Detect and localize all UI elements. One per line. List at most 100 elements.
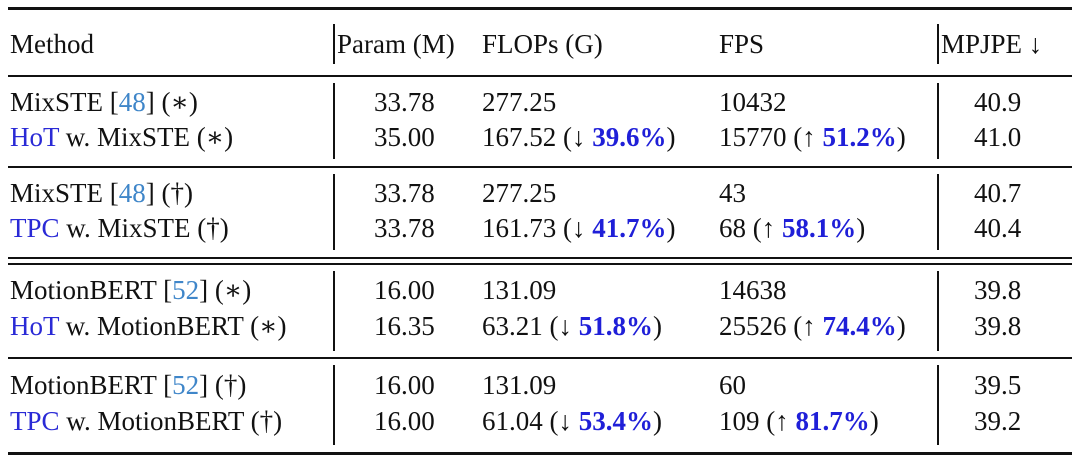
group-rule [8,166,1072,168]
flops-value: 161.73 (↓ 41.7%) [482,211,676,245]
method-tag: HoT [10,122,60,152]
col-divider-2-hdr [937,24,939,64]
flops-value: 131.09 [482,370,557,400]
fps-value: 14638 [719,275,787,305]
fps-value: 25526 (↑ 74.4%) [719,309,906,343]
flops-delta-close: ) [653,311,662,341]
param-value: 33.78 [374,178,435,208]
flops-delta-open: (↓ [563,122,593,152]
param-value: 16.00 [374,406,435,436]
method-tag: TPC [10,213,60,243]
flops-delta-open: (↓ [563,213,593,243]
flops-delta-close: ) [653,406,662,436]
fps-delta-close: ) [856,213,866,243]
fps-delta-open: (↑ [793,311,823,341]
flops-value: 61.04 (↓ 53.4%) [482,404,662,438]
fps-delta-close: ) [896,311,906,341]
param-value: 16.35 [374,311,435,341]
fps-value: 68 (↑ 58.1%) [719,211,865,245]
fps-delta-open: (↑ [793,122,823,152]
flops-number: 161.73 [482,213,557,243]
fps-delta-open: (↑ [752,213,782,243]
header-rule [8,75,1072,77]
col-divider-1-hdr [333,24,335,64]
fps-number: 109 [719,406,760,436]
method-name: w. MixSTE (∗) [59,122,234,152]
flops-value: 277.25 [482,87,557,117]
flops-delta-open: (↓ [549,406,579,436]
col-divider-1-g1 [333,83,335,159]
citation-link[interactable]: 52 [172,370,200,400]
fps-number: 68 [719,213,746,243]
mpjpe-value: 41.0 [974,122,1022,152]
flops-delta: 53.4% [578,406,653,436]
mpjpe-value: 39.8 [974,275,1022,305]
flops-delta: 51.8% [578,311,653,341]
col-divider-2-g4 [937,365,939,445]
method-name: w. MotionBERT (∗) [59,311,287,341]
bottom-rule [8,452,1072,455]
flops-number: 61.04 [482,406,543,436]
param-value: 35.00 [374,122,435,152]
group-rule-2 [8,357,1072,359]
flops-delta-open: (↓ [549,311,579,341]
row-method: HoT w. MotionBERT (∗) [10,309,287,343]
fps-value: 60 [719,370,746,400]
flops-value: 63.21 (↓ 51.8%) [482,309,662,343]
flops-number: 63.21 [482,311,543,341]
method-suffix: ] (∗) [145,87,198,117]
section-rule-b [8,263,1072,265]
method-name: MotionBERT [ [10,275,173,305]
method-suffix: ] (†) [145,178,193,208]
method-name: MixSTE [ [10,178,119,208]
method-tag: TPC [10,406,60,436]
param-value: 16.00 [374,370,435,400]
header-method: Method [10,29,94,59]
section-rule-a [8,257,1072,259]
col-divider-2-g3 [937,271,939,351]
param-value: 33.78 [374,213,435,243]
citation-link[interactable]: 48 [118,178,146,208]
row-method: MotionBERT [52] (†) [10,368,246,402]
method-name: MixSTE [ [10,87,119,117]
method-tag: HoT [10,311,60,341]
method-name: MotionBERT [ [10,370,173,400]
col-divider-1-g4 [333,365,335,445]
row-method: TPC w. MixSTE (†) [10,211,229,245]
flops-value: 277.25 [482,178,557,208]
flops-delta-close: ) [666,122,676,152]
row-method: MixSTE [48] (∗) [10,85,198,119]
fps-delta-close: ) [869,406,879,436]
citation-link[interactable]: 48 [118,87,146,117]
param-value: 33.78 [374,87,435,117]
fps-value: 43 [719,178,746,208]
fps-delta: 51.2% [822,122,897,152]
method-suffix: ] (†) [199,370,247,400]
citation-link[interactable]: 52 [172,275,200,305]
method-name: w. MotionBERT (†) [59,406,283,436]
row-method: TPC w. MotionBERT (†) [10,404,282,438]
row-method: MotionBERT [52] (∗) [10,273,251,307]
fps-delta-close: ) [896,122,906,152]
fps-value: 10432 [719,87,787,117]
fps-delta: 58.1% [782,213,857,243]
flops-value: 131.09 [482,275,557,305]
mpjpe-value: 40.4 [974,213,1022,243]
col-divider-1-g3 [333,271,335,351]
mpjpe-value: 40.9 [974,87,1022,117]
fps-number: 15770 [719,122,787,152]
header-flops: FLOPs (G) [482,29,603,59]
fps-delta: 81.7% [795,406,870,436]
col-divider-2-g2 [937,174,939,250]
col-divider-2-g1 [937,83,939,159]
col-divider-1-g2 [333,174,335,250]
fps-number: 25526 [719,311,787,341]
flops-value: 167.52 (↓ 39.6%) [482,120,676,154]
fps-delta: 74.4% [822,311,897,341]
mpjpe-value: 39.5 [974,370,1022,400]
top-rule [8,7,1072,10]
row-method: MixSTE [48] (†) [10,176,193,210]
fps-value: 15770 (↑ 51.2%) [719,120,906,154]
comparison-table: Method Param (M) FLOPs (G) FPS MPJPE ↓ M… [8,7,1072,455]
method-suffix: ] (∗) [199,275,252,305]
